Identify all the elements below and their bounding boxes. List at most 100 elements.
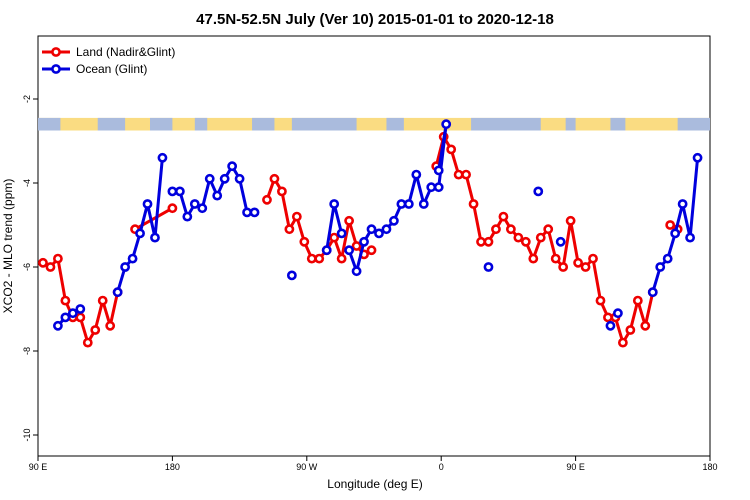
data-point (306, 253, 317, 264)
data-point (204, 173, 215, 184)
strip-ocean (565, 117, 576, 131)
data-point (441, 119, 452, 130)
data-point (336, 253, 347, 264)
data-point (38, 257, 48, 268)
data-point (157, 152, 168, 163)
data-point (692, 152, 703, 163)
y-tick-label: -6 (22, 263, 32, 271)
data-point (396, 199, 407, 209)
data-point (565, 215, 576, 226)
data-point (351, 241, 362, 251)
data-point (284, 224, 295, 235)
data-point (605, 320, 616, 331)
series-line (325, 202, 344, 251)
data-point (483, 236, 494, 247)
data-point (212, 190, 223, 201)
data-point (595, 295, 606, 306)
legend-marker (51, 47, 61, 57)
data-point (403, 199, 414, 209)
data-point (249, 207, 260, 218)
data-point (45, 262, 56, 272)
strip-ocean (38, 117, 61, 131)
x-axis: 90 E 180 90 W 0 90 E 180 (29, 456, 718, 472)
data-point (329, 232, 340, 243)
data-point (286, 270, 297, 281)
data-point (513, 232, 524, 243)
y-tick-label: -2 (22, 95, 32, 103)
y-axis: -2 -4 -6 -8 -10 (22, 95, 38, 442)
data-point (647, 287, 658, 298)
data-point (150, 232, 160, 243)
data-point (82, 337, 93, 348)
y-tick-label: -4 (22, 179, 32, 187)
series-line (347, 122, 448, 273)
strip-ocean (471, 117, 541, 131)
data-point (142, 199, 153, 209)
data-point (90, 325, 101, 335)
data-point (389, 215, 399, 226)
x-tick-label: 180 (702, 462, 717, 472)
data-point (299, 236, 310, 247)
data-point (366, 224, 377, 235)
data-point (483, 262, 494, 272)
data-point (75, 312, 86, 323)
data-point (677, 199, 688, 209)
data-point (291, 211, 302, 222)
data-point (174, 186, 185, 197)
land-ocean-strip (38, 117, 710, 131)
data-point (351, 266, 362, 277)
data-point (498, 211, 509, 222)
data-point (543, 224, 554, 235)
x-tick-label: 90 W (296, 462, 318, 472)
data-point (453, 169, 464, 180)
data-point (476, 236, 486, 247)
y-axis-label: XCO2 - MLO trend (ppm) (1, 179, 15, 314)
data-point (381, 224, 392, 235)
chart-title: 47.5N-52.5N July (Ver 10) 2015-01-01 to … (196, 11, 554, 28)
data-point (105, 320, 116, 331)
series-land (38, 131, 683, 348)
data-point (528, 253, 539, 264)
data-point (632, 295, 643, 306)
data-point (558, 262, 569, 272)
strip-ocean (194, 117, 208, 131)
data-point (262, 194, 272, 205)
data-point (580, 262, 591, 272)
data-point (625, 325, 636, 335)
data-point (426, 182, 437, 193)
data-point (662, 253, 673, 264)
x-tick-label: 0 (439, 462, 444, 472)
data-point (53, 320, 63, 331)
data-point (269, 173, 280, 184)
data-point (344, 245, 355, 256)
legend-marker (51, 64, 61, 74)
data-point (242, 207, 252, 218)
data-point (97, 295, 108, 306)
data-point (336, 228, 347, 239)
data-point (665, 220, 676, 230)
x-tick-label: 90 E (566, 462, 585, 472)
data-point (120, 262, 131, 272)
data-point (277, 186, 287, 197)
data-point (491, 224, 501, 235)
data-point (640, 320, 651, 331)
data-point (189, 199, 200, 209)
data-point (535, 232, 546, 243)
plot-frame (37, 35, 711, 457)
data-point (573, 257, 583, 268)
data-point (197, 203, 208, 214)
data-point (167, 203, 178, 214)
data-point (374, 228, 384, 239)
data-point (314, 253, 325, 264)
data-point (613, 308, 623, 319)
strip-ocean (386, 117, 404, 131)
x-axis-label: Longitude (deg E) (327, 477, 422, 491)
data-point (135, 228, 145, 239)
data-point (53, 253, 63, 264)
data-point (67, 308, 78, 319)
strip-land (38, 117, 710, 131)
data-point (555, 236, 566, 247)
data-point (670, 228, 681, 239)
y-tick-label: -10 (22, 428, 32, 441)
